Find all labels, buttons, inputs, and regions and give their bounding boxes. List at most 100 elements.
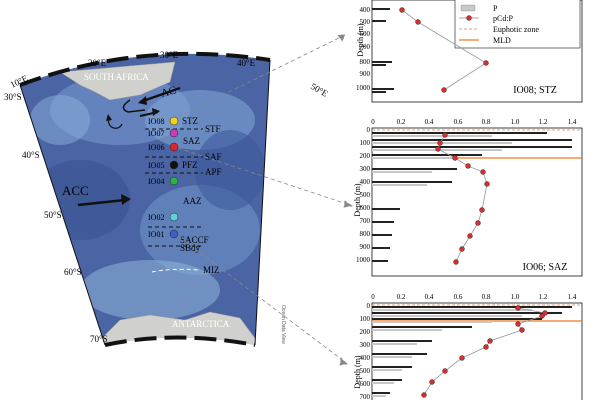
lat-label-70s: 70°S — [90, 334, 108, 344]
pcdp-point — [483, 60, 489, 66]
station-marker-io05[interactable] — [169, 160, 179, 170]
pcdp-point — [399, 7, 405, 13]
svg-text:400: 400 — [360, 354, 371, 362]
pcdp-profile — [401, 9, 487, 91]
svg-text:0.8: 0.8 — [482, 118, 491, 126]
panel-title-io06: IO06; SAZ — [523, 262, 568, 273]
svg-text:0.4: 0.4 — [425, 293, 434, 301]
svg-text:0.4: 0.4 — [425, 118, 434, 126]
panel-ylabel: Depth (m) — [356, 23, 365, 56]
station-marker-io08[interactable] — [169, 116, 179, 126]
x-tick-labels: 0 0.2 0.4 0.6 0.8 1.0 1.2 1.4 — [371, 118, 577, 126]
station-label-io04: IO04 — [148, 177, 164, 186]
svg-text:500: 500 — [360, 18, 371, 26]
station-label-io08: IO08 — [148, 117, 164, 126]
svg-text:600: 600 — [360, 380, 371, 388]
svg-text:0.8: 0.8 — [482, 293, 491, 301]
legend-swatch-p — [460, 4, 476, 12]
zone-label-stz: STZ — [182, 116, 198, 126]
station-marker-io04[interactable] — [169, 176, 179, 186]
svg-text:600: 600 — [360, 204, 371, 212]
svg-text:0.6: 0.6 — [454, 293, 463, 301]
station-label-io06: IO06 — [148, 143, 164, 152]
zone-label-pfz: PFZ — [182, 160, 198, 170]
region-antarctica: ANTARCTICA — [172, 319, 230, 329]
land-south-africa — [59, 61, 176, 101]
svg-text:0: 0 — [371, 293, 375, 301]
p-bars — [372, 8, 394, 93]
ac-current-arrow — [122, 86, 181, 117]
svg-text:0: 0 — [367, 126, 371, 134]
svg-text:500: 500 — [360, 367, 371, 375]
legend-swatch-pcdp — [466, 15, 472, 21]
station-marker-io07[interactable] — [169, 128, 179, 138]
svg-text:0.2: 0.2 — [397, 293, 406, 301]
pcdp-points — [421, 305, 548, 398]
svg-text:0: 0 — [367, 302, 371, 310]
legend-label-pcdp: pCd:P — [493, 14, 514, 23]
front-label-saccf: SACCF — [180, 235, 209, 245]
x-tick-labels: 0 0.2 0.4 0.6 0.8 1.0 1.2 1.4 — [371, 293, 577, 301]
panel-title-io08: IO08; STZ — [513, 85, 557, 96]
svg-text:100: 100 — [360, 139, 371, 147]
svg-text:700: 700 — [360, 393, 371, 400]
y-tick-labels: 0 100 200 300 400 500 600 700 — [360, 302, 371, 400]
station-marker-io01[interactable] — [169, 229, 179, 239]
svg-text:0: 0 — [371, 118, 375, 126]
lon-label-50e: 50°E — [309, 81, 330, 99]
svg-text:200: 200 — [360, 328, 371, 336]
svg-text:500: 500 — [360, 191, 371, 199]
svg-text:700: 700 — [360, 43, 371, 51]
current-label-acc: ACC — [62, 183, 89, 198]
lat-label-30s: 30°S — [4, 92, 22, 102]
y-tick-labels: 0 100 200 300 400 500 600 700 800 900 10… — [356, 126, 371, 264]
lat-label-50s: 50°S — [44, 210, 62, 220]
front-label-apf: APF — [205, 167, 222, 177]
station-marker-io06[interactable] — [169, 142, 179, 152]
svg-text:1000: 1000 — [356, 84, 371, 92]
front-label-miz: MIZ — [203, 265, 220, 275]
front-label-stf: STF — [205, 124, 221, 134]
zone-label-saz: SAZ — [183, 136, 200, 146]
lon-label-30e: 30°E — [160, 50, 179, 60]
current-label-ac: AC — [160, 84, 178, 100]
station-label-io02: IO02 — [148, 213, 164, 222]
svg-text:900: 900 — [360, 243, 371, 251]
svg-text:600: 600 — [360, 30, 371, 38]
svg-text:1.4: 1.4 — [568, 293, 577, 301]
svg-text:0.2: 0.2 — [397, 118, 406, 126]
legend-label-mld: MLD — [493, 36, 511, 45]
svg-text:400: 400 — [360, 178, 371, 186]
pcdp-point — [441, 87, 447, 93]
svg-text:1.4: 1.4 — [568, 118, 577, 126]
pcdp-point — [415, 19, 421, 25]
station-label-io01: IO01 — [148, 230, 164, 239]
panel-legend: P pCd:P Euphotic zone MLD — [454, 0, 581, 49]
profile-panel-io06: 0 0.2 0.4 0.6 0.8 1.0 1.2 1.4 Depth (m) … — [353, 118, 583, 277]
station-label-io05: IO05 — [148, 161, 164, 170]
panel-ylabel: Depth (m) — [353, 355, 362, 388]
map-credit: Ocean Data View — [280, 305, 286, 344]
front-line-miz — [151, 268, 201, 273]
svg-text:0.6: 0.6 — [454, 118, 463, 126]
lat-label-40s: 40°S — [22, 150, 40, 160]
svg-text:800: 800 — [360, 230, 371, 238]
ac-retroflection-icon — [106, 114, 123, 129]
front-label-sbdy: SBdy — [180, 243, 201, 253]
legend-label-p: P — [493, 4, 498, 13]
callout-lines — [177, 34, 354, 366]
svg-text:200: 200 — [360, 152, 371, 160]
station-marker-io02[interactable] — [169, 212, 179, 222]
svg-text:900: 900 — [360, 70, 371, 78]
region-south-africa: SOUTH AFRICA — [84, 72, 149, 82]
panel-ylabel: Depth (m) — [353, 183, 362, 216]
acc-current-arrow — [77, 194, 131, 207]
svg-text:1.0: 1.0 — [511, 118, 520, 126]
front-label-saf: SAF — [205, 152, 222, 162]
pcdp-points — [435, 132, 490, 265]
svg-text:1.2: 1.2 — [539, 293, 548, 301]
y-tick-labels: 400 500 600 700 800 900 1000 — [356, 6, 371, 92]
svg-text:700: 700 — [360, 217, 371, 225]
profile-panel-3: 0 0.2 0.4 0.6 0.8 1.0 1.2 1.4 Depth (m) … — [353, 293, 583, 400]
